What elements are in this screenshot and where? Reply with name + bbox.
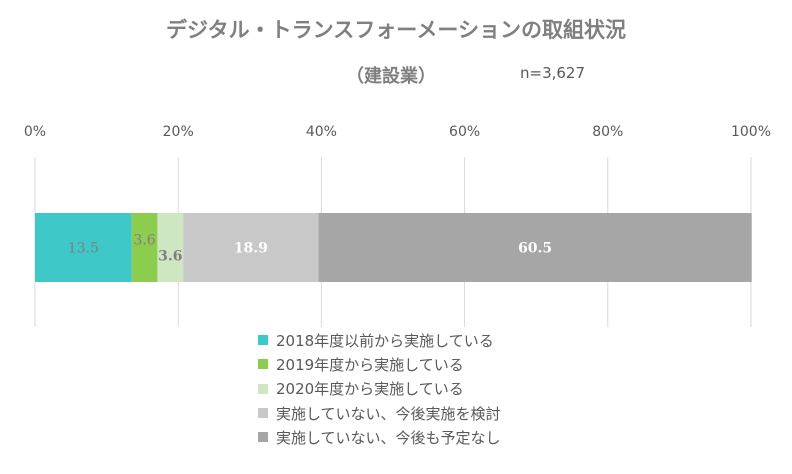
bar-segment [35,213,132,282]
data-label: 3.6 [133,233,155,249]
legend-item: 2019年度から実施している [258,352,501,376]
x-tick-label: 40% [306,124,337,140]
chart-title: デジタル・トランスフォーメーションの取組状況 [166,18,626,42]
x-tick-label: 60% [449,124,480,140]
legend-swatch [258,335,268,346]
legend-label: 2018年度以前から実施している [276,331,494,350]
legend-swatch [258,408,268,419]
legend-label: 実施していない、今後実施を検討 [276,404,501,423]
data-label: 60.5 [518,241,552,257]
bar-segment [318,213,752,282]
bar-segment [183,213,319,282]
legend-swatch [258,432,268,443]
chart-subtitle: （建設業） [346,66,436,87]
legend-item: 実施していない、今後も予定なし [258,425,501,449]
legend-item: 2020年度から実施している [258,377,501,401]
bar-segment [131,213,158,282]
sample-size-label: n=3,627 [520,64,586,82]
legend-swatch [258,383,268,394]
legend-label: 実施していない、今後も予定なし [276,428,501,447]
legend-label: 2019年度から実施している [276,355,464,374]
x-tick-label: 100% [731,124,771,140]
x-tick-label: 0% [24,124,46,140]
data-label: 18.9 [234,241,268,257]
data-label: 3.6 [158,249,182,265]
chart-legend: 2018年度以前から実施している 2019年度から実施している 2020年度から実施… [258,328,501,449]
x-tick-label: 80% [592,124,623,140]
legend-item: 実施していない、今後実施を検討 [258,401,501,425]
legend-label: 2020年度から実施している [276,380,464,399]
data-label: 13.5 [68,241,99,257]
legend-item: 2018年度以前から実施している [258,328,501,352]
bar-segment [157,213,184,282]
legend-swatch [258,359,268,370]
x-tick-label: 20% [163,124,194,140]
